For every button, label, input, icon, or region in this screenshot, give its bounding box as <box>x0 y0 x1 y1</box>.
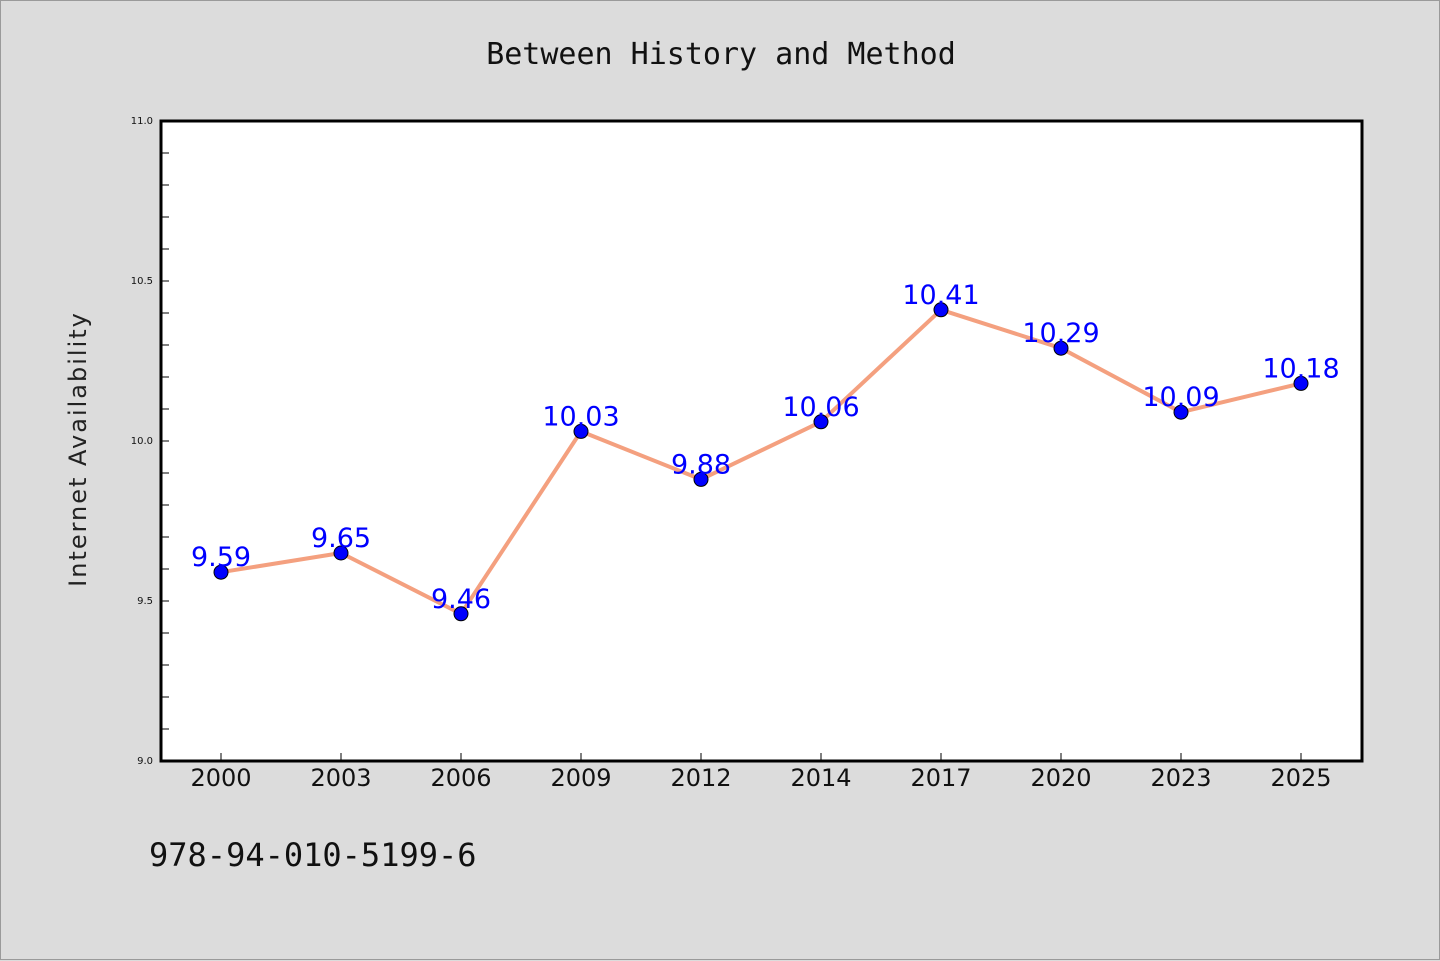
x-tick-label: 2014 <box>790 764 851 792</box>
data-point <box>213 564 229 580</box>
data-point <box>1293 375 1309 391</box>
data-point <box>693 471 709 487</box>
data-point <box>1173 404 1189 420</box>
x-tick-label: 2009 <box>550 764 611 792</box>
chart-title: Between History and Method <box>486 37 956 72</box>
data-point <box>933 302 949 318</box>
data-point <box>1053 340 1069 356</box>
data-label: 9.88 <box>671 449 731 480</box>
y-tick-label: 10.0 <box>131 436 153 447</box>
data-point <box>453 606 469 622</box>
x-tick-label: 2000 <box>190 764 251 792</box>
y-axis-label: Internet Availability <box>64 311 92 587</box>
y-tick-label: 9.5 <box>137 596 153 607</box>
data-label: 9.65 <box>311 523 371 554</box>
data-point <box>333 545 349 561</box>
y-tick-label: 11.0 <box>131 116 153 127</box>
x-tick-label: 2012 <box>670 764 731 792</box>
data-label: 10.41 <box>902 280 979 311</box>
data-label: 9.46 <box>431 584 491 615</box>
y-tick-label: 9.0 <box>137 756 153 767</box>
x-tick-label: 2023 <box>1150 764 1211 792</box>
data-label: 10.06 <box>782 392 859 423</box>
data-label: 10.29 <box>1022 318 1099 349</box>
plot-area <box>161 121 1362 761</box>
data-label: 10.18 <box>1262 353 1339 384</box>
y-tick-label: 10.5 <box>131 276 153 287</box>
data-label: 10.09 <box>1142 382 1219 413</box>
x-tick-label: 2006 <box>430 764 491 792</box>
x-tick-label: 2025 <box>1270 764 1331 792</box>
series-layer: 9.59 9.65 9.46 10.03 9.88 10.06 10.41 10.29 10.0… <box>191 280 1340 622</box>
x-tick-label: 2020 <box>1030 764 1091 792</box>
x-axis: 2000 2003 2006 2009 2012 2014 2017 2020 2023 2025 <box>190 753 1332 792</box>
x-tick-label: 2017 <box>910 764 971 792</box>
data-label: 9.59 <box>191 542 251 573</box>
plot-border <box>159 119 1364 763</box>
isbn-text: 978-94-010-5199-6 <box>149 836 477 874</box>
series-line <box>219 307 1303 616</box>
x-tick-label: 2003 <box>310 764 371 792</box>
data-point <box>573 423 589 439</box>
data-point <box>813 414 829 430</box>
data-label: 10.03 <box>542 401 619 432</box>
